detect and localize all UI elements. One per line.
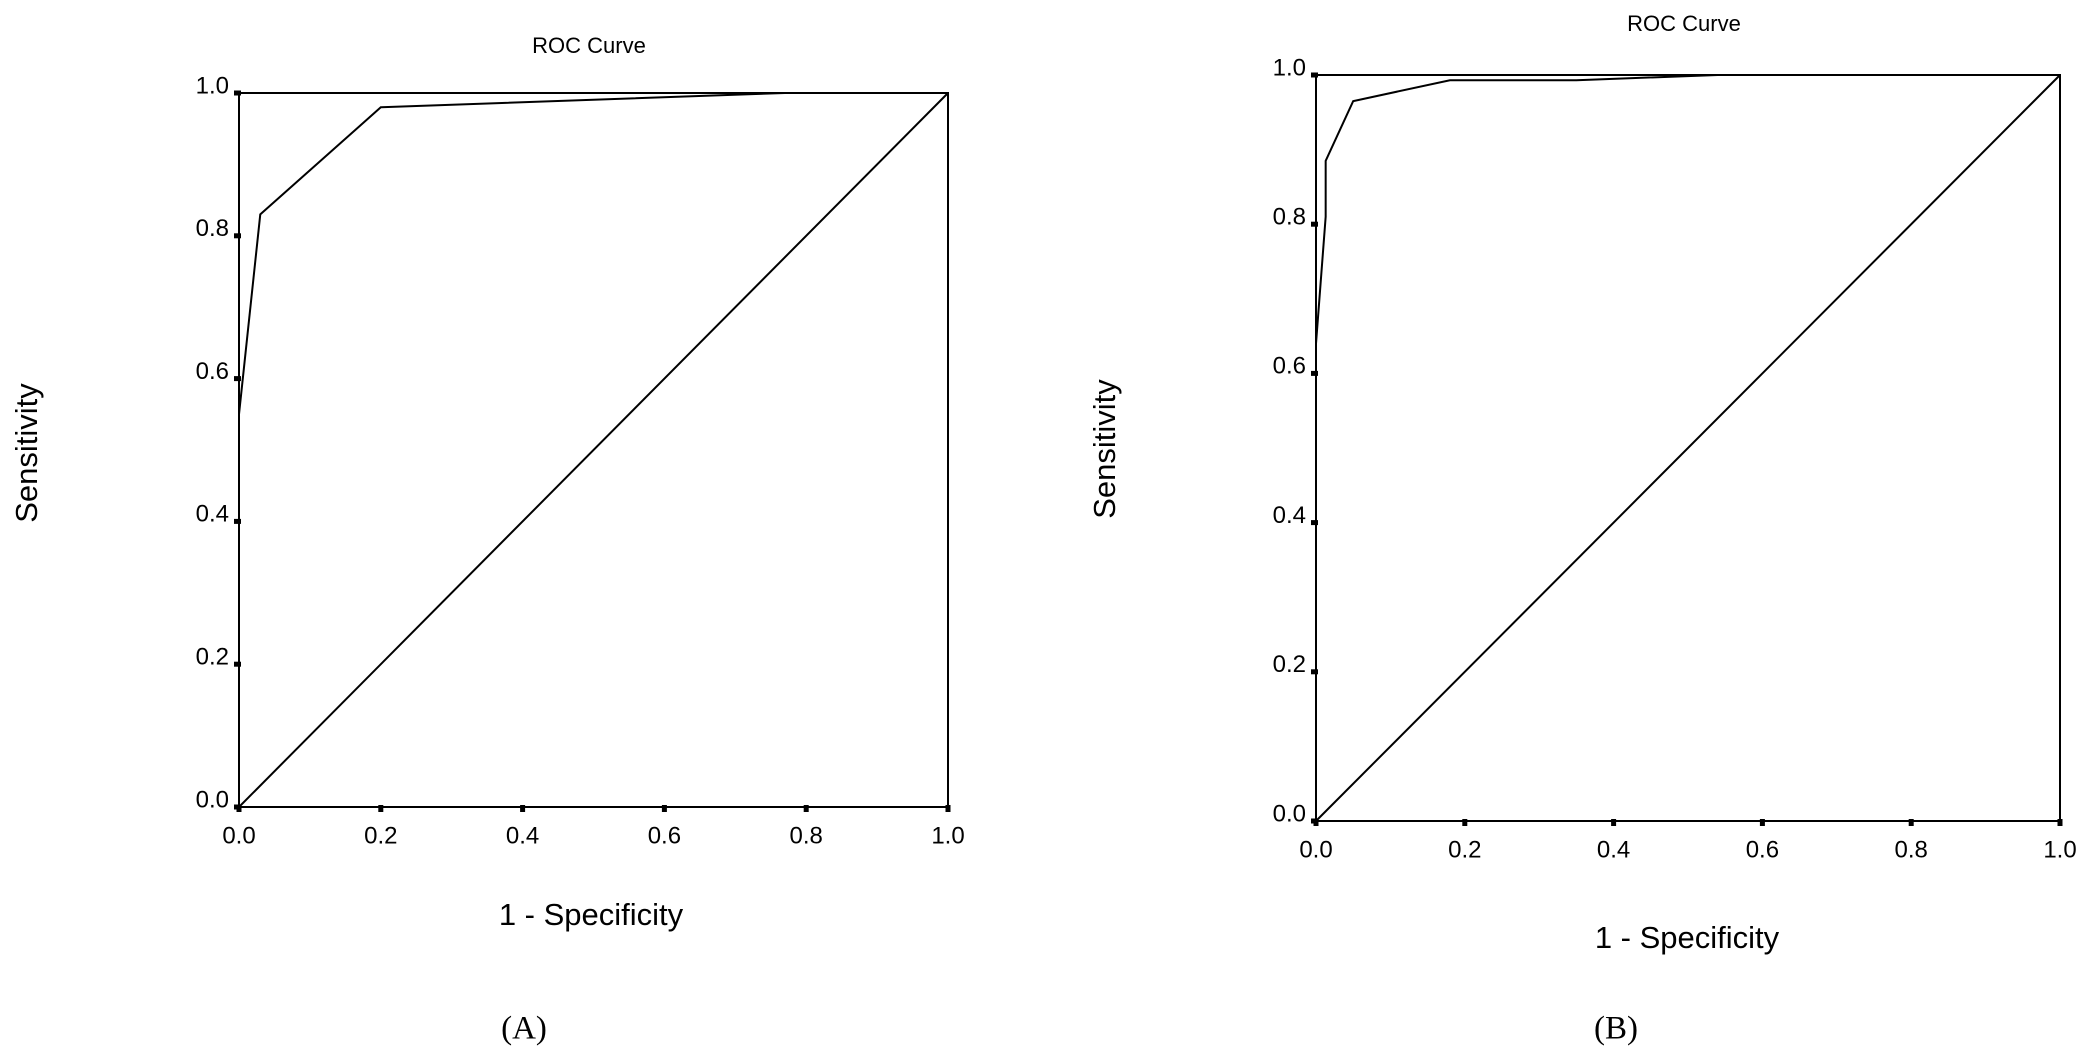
- x-tick-label: 0.6: [1746, 836, 1779, 863]
- x-tick-label: 0.2: [1448, 836, 1481, 863]
- roc-line: [238, 92, 948, 807]
- roc-line: [238, 92, 949, 808]
- x-tick-label: 0.0: [1299, 836, 1332, 863]
- x-tick-label: 0.8: [790, 822, 823, 849]
- x-axis-label: 1 - Specificity: [1595, 920, 1780, 955]
- y-tick-label: 0.0: [196, 786, 229, 813]
- x-tick-label: 0.0: [222, 822, 255, 849]
- y-tick-label: 0.8: [196, 215, 229, 242]
- y-axis-label: Sensitivity: [9, 383, 44, 523]
- y-tick-label: 0.8: [1273, 204, 1306, 231]
- y-axis-label: Sensitivity: [1087, 379, 1122, 519]
- y-tick-label: 0.4: [1273, 502, 1306, 529]
- x-axis-label: 1 - Specificity: [499, 897, 684, 932]
- caption: (B): [1594, 1011, 1638, 1047]
- x-tick-label: 1.0: [931, 822, 964, 849]
- y-tick-label: 0.2: [196, 644, 229, 671]
- y-tick-label: 0.4: [196, 501, 229, 528]
- roc-line: [1315, 74, 2061, 822]
- y-tick-label: 0.0: [1273, 800, 1306, 827]
- x-tick-label: 0.4: [506, 822, 539, 849]
- x-tick-label: 0.8: [1895, 836, 1928, 863]
- x-tick-label: 0.6: [648, 822, 681, 849]
- chart-title: ROC Curve: [1627, 11, 1741, 36]
- y-tick-label: 0.6: [196, 358, 229, 385]
- y-tick-label: 0.6: [1273, 353, 1306, 380]
- x-tick-label: 0.4: [1597, 836, 1630, 863]
- y-tick-label: 1.0: [1273, 54, 1306, 81]
- y-tick-label: 1.0: [196, 72, 229, 99]
- roc-line: [1315, 74, 2060, 821]
- x-tick-label: 0.2: [364, 822, 397, 849]
- x-tick-label: 1.0: [2043, 836, 2076, 863]
- chart-title: ROC Curve: [532, 33, 646, 58]
- caption: (A): [501, 1011, 547, 1047]
- y-tick-label: 0.2: [1273, 651, 1306, 678]
